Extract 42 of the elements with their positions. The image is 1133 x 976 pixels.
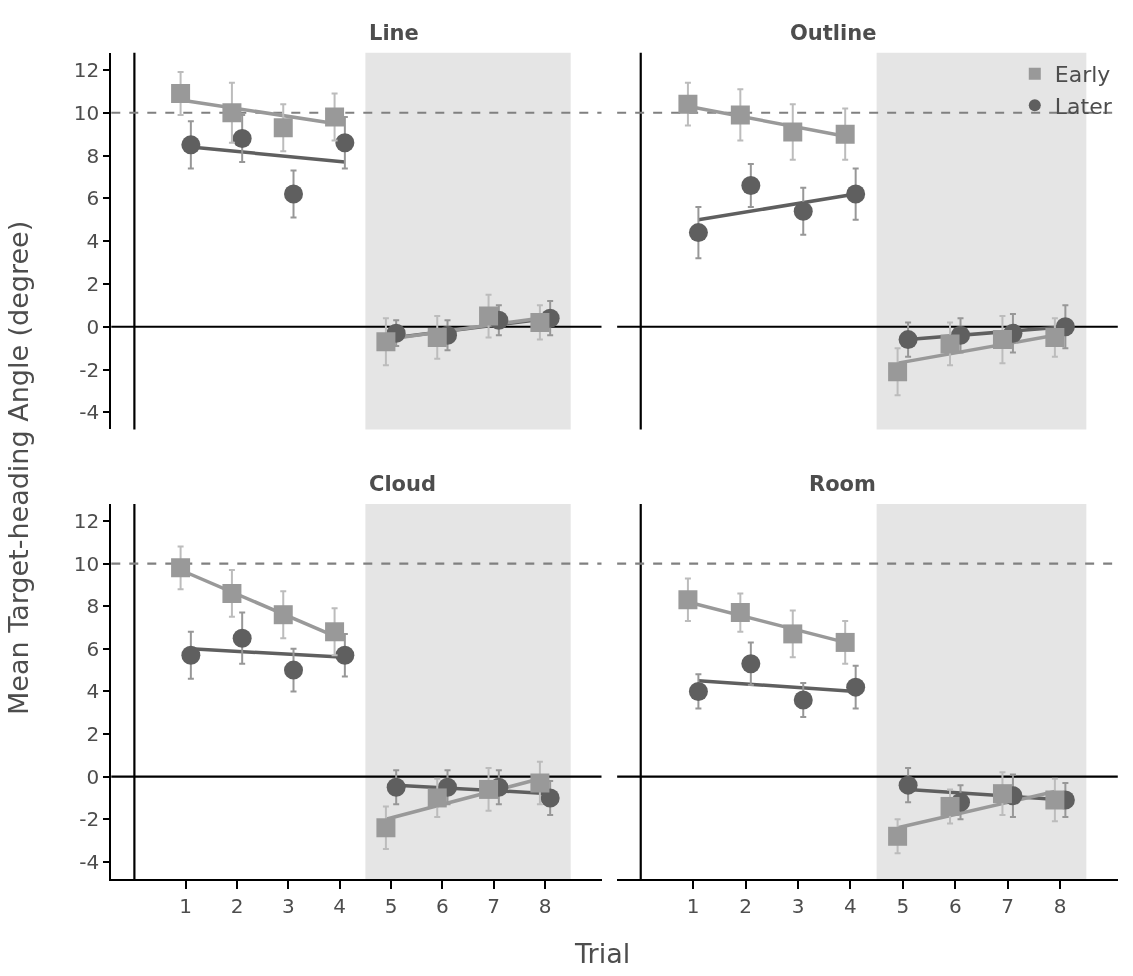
y-tick-label: 6 — [86, 186, 100, 211]
y-tick-label: 2 — [86, 722, 100, 747]
y-tick-label: 6 — [86, 636, 100, 661]
y-tick-label: 4 — [86, 229, 100, 254]
x-tick-label: 4 — [844, 893, 857, 918]
y-tick-label: 8 — [86, 594, 100, 619]
x-axis-title: Trial — [574, 938, 631, 969]
x-tick-label: 5 — [384, 893, 398, 918]
legend-label: Early — [1054, 62, 1111, 88]
y-tick-label: -2 — [79, 357, 100, 382]
chart-title: Line — [369, 21, 419, 45]
y-tick-label: 8 — [86, 143, 100, 168]
x-tick-label: 3 — [282, 893, 295, 918]
chart-title: Outline — [790, 21, 877, 45]
chart-title: Cloud — [369, 472, 437, 496]
y-tick-label: -4 — [79, 849, 100, 874]
legend-label: Later — [1054, 93, 1113, 119]
y-tick-label: 4 — [86, 679, 100, 704]
x-tick-label: 8 — [538, 893, 552, 918]
x-tick-label: 5 — [896, 893, 910, 918]
y-tick-label: 10 — [73, 551, 100, 576]
y-tick-label: 10 — [73, 100, 100, 125]
x-tick-label: 3 — [791, 893, 805, 918]
chart-title: Room — [809, 472, 876, 496]
y-tick-label: 0 — [86, 314, 100, 339]
x-tick-label: 2 — [230, 893, 244, 918]
y-axis-title: Mean Target-heading Angle (degree) — [3, 220, 34, 715]
y-tick-label: 0 — [86, 764, 100, 789]
x-tick-label: 8 — [1053, 893, 1067, 918]
y-tick-label: 12 — [73, 57, 100, 82]
y-tick-label: 2 — [86, 271, 100, 296]
x-tick-label: 7 — [1001, 893, 1015, 918]
y-tick-label: -4 — [79, 400, 100, 425]
x-tick-label: 7 — [487, 893, 501, 918]
x-tick-label: 4 — [333, 893, 347, 918]
x-tick-label: 6 — [948, 893, 962, 918]
x-tick-label: 1 — [179, 893, 193, 918]
x-tick-label: 2 — [739, 893, 752, 918]
x-tick-label: 1 — [686, 893, 700, 918]
y-tick-label: -2 — [79, 807, 100, 832]
y-tick-label: 12 — [73, 508, 100, 533]
x-tick-label: 6 — [436, 893, 449, 918]
